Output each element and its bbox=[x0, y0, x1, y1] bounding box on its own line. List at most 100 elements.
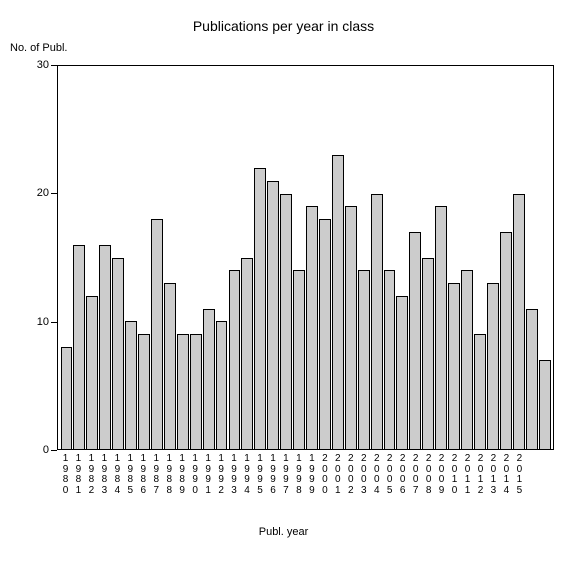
x-tick-slot: 2 0 0 9 bbox=[435, 454, 448, 514]
bar-slot bbox=[486, 66, 499, 449]
bar-slot bbox=[461, 66, 474, 449]
bar bbox=[526, 309, 538, 449]
x-tick-slot: 1 9 8 9 bbox=[176, 454, 189, 514]
bar-slot bbox=[150, 66, 163, 449]
x-tick-slot: 2 0 0 8 bbox=[422, 454, 435, 514]
x-tick-label: 2 0 1 1 bbox=[463, 454, 473, 496]
x-tick-slot: 1 9 8 1 bbox=[72, 454, 85, 514]
bar bbox=[164, 283, 176, 449]
x-tick-label: 1 9 8 0 bbox=[60, 454, 70, 496]
x-tick-label: 2 0 0 3 bbox=[359, 454, 369, 496]
bar bbox=[448, 283, 460, 449]
bar bbox=[487, 283, 499, 449]
bar-slot bbox=[99, 66, 112, 449]
bar bbox=[99, 245, 111, 449]
bar-slot bbox=[306, 66, 319, 449]
bar bbox=[280, 194, 292, 449]
x-tick-slot: 1 9 9 6 bbox=[267, 454, 280, 514]
y-tick-label: 20 bbox=[27, 187, 49, 199]
x-tick-slot bbox=[539, 454, 552, 514]
bar bbox=[241, 258, 253, 450]
x-tick-label: 1 9 8 8 bbox=[164, 454, 174, 496]
bar bbox=[461, 270, 473, 449]
bar bbox=[293, 270, 305, 449]
bar-slot bbox=[125, 66, 138, 449]
x-tick-label: 1 9 8 2 bbox=[86, 454, 96, 496]
x-tick-slot: 1 9 9 7 bbox=[279, 454, 292, 514]
bar bbox=[125, 321, 137, 449]
bar-slot bbox=[448, 66, 461, 449]
x-tick-slot: 2 0 1 4 bbox=[500, 454, 513, 514]
x-tick-label: 1 9 9 9 bbox=[307, 454, 317, 496]
y-tick-mark bbox=[51, 322, 57, 323]
bar-slot bbox=[138, 66, 151, 449]
bar-slot bbox=[280, 66, 293, 449]
x-tick-slot: 1 9 8 6 bbox=[137, 454, 150, 514]
bar bbox=[384, 270, 396, 449]
x-tick-slot: 2 0 1 3 bbox=[487, 454, 500, 514]
bar bbox=[422, 258, 434, 450]
x-tick-slot: 1 9 8 8 bbox=[163, 454, 176, 514]
x-tick-slot: 1 9 8 2 bbox=[85, 454, 98, 514]
bar bbox=[112, 258, 124, 450]
x-tick-slot: 2 0 0 0 bbox=[318, 454, 331, 514]
x-tick-slot: 2 0 0 7 bbox=[409, 454, 422, 514]
bar-slot bbox=[293, 66, 306, 449]
x-tick-slot: 1 9 8 4 bbox=[111, 454, 124, 514]
x-tick-label: 1 9 8 7 bbox=[151, 454, 161, 496]
x-tick-slot: 2 0 0 5 bbox=[383, 454, 396, 514]
bar-slot bbox=[344, 66, 357, 449]
x-tick-label: 2 0 1 0 bbox=[450, 454, 460, 496]
plot-area bbox=[57, 65, 554, 450]
x-tick-label: 1 9 8 3 bbox=[99, 454, 109, 496]
x-tick-label: 2 0 0 7 bbox=[411, 454, 421, 496]
bar-slot bbox=[254, 66, 267, 449]
bar-slot bbox=[202, 66, 215, 449]
bar bbox=[319, 219, 331, 449]
bar bbox=[500, 232, 512, 449]
bar-slot bbox=[383, 66, 396, 449]
bar-slot bbox=[357, 66, 370, 449]
bar-slot bbox=[318, 66, 331, 449]
bar-slot bbox=[267, 66, 280, 449]
bar bbox=[332, 155, 344, 449]
x-tick-slot: 1 9 9 9 bbox=[305, 454, 318, 514]
x-tick-slot: 1 9 9 8 bbox=[292, 454, 305, 514]
bar-slot bbox=[112, 66, 125, 449]
bar bbox=[254, 168, 266, 449]
x-tick-slot: 1 9 9 1 bbox=[202, 454, 215, 514]
bar-slot bbox=[176, 66, 189, 449]
x-tick-slot: 1 9 9 2 bbox=[215, 454, 228, 514]
x-tick-label: 2 0 1 4 bbox=[501, 454, 511, 496]
x-tick-label: 1 9 9 2 bbox=[216, 454, 226, 496]
bars-group bbox=[58, 66, 553, 449]
x-tick-label: 2 0 1 2 bbox=[475, 454, 485, 496]
x-tick-label: 1 9 8 9 bbox=[177, 454, 187, 496]
x-tick-slot: 2 0 0 2 bbox=[344, 454, 357, 514]
x-tick-label: 1 9 9 1 bbox=[203, 454, 213, 496]
x-tick-slot: 2 0 0 3 bbox=[357, 454, 370, 514]
x-tick-label: 2 0 1 3 bbox=[488, 454, 498, 496]
x-axis-label: Publ. year bbox=[0, 526, 567, 538]
bar bbox=[229, 270, 241, 449]
x-tick-label: 1 9 8 5 bbox=[125, 454, 135, 496]
x-tick-slot: 1 9 8 5 bbox=[124, 454, 137, 514]
x-tick-label: 2 0 0 5 bbox=[385, 454, 395, 496]
bar-slot bbox=[163, 66, 176, 449]
x-tick-label: 2 0 0 9 bbox=[437, 454, 447, 496]
bar bbox=[435, 206, 447, 449]
x-tick-label: 1 9 8 6 bbox=[138, 454, 148, 496]
x-tick-label: 1 9 9 6 bbox=[268, 454, 278, 496]
bar bbox=[73, 245, 85, 449]
x-tick-label: 2 0 0 0 bbox=[320, 454, 330, 496]
x-tick-label: 2 0 0 6 bbox=[398, 454, 408, 496]
x-tick-label: 1 9 9 8 bbox=[294, 454, 304, 496]
y-tick-label: 30 bbox=[27, 59, 49, 71]
x-tick-label: 2 0 0 8 bbox=[424, 454, 434, 496]
bar-slot bbox=[189, 66, 202, 449]
x-tick-label: 1 9 9 5 bbox=[255, 454, 265, 496]
x-tick-label: 1 9 9 7 bbox=[281, 454, 291, 496]
x-tick-slot: 2 0 0 6 bbox=[396, 454, 409, 514]
x-tick-slot: 2 0 0 1 bbox=[331, 454, 344, 514]
x-tick-slot: 1 9 9 5 bbox=[254, 454, 267, 514]
